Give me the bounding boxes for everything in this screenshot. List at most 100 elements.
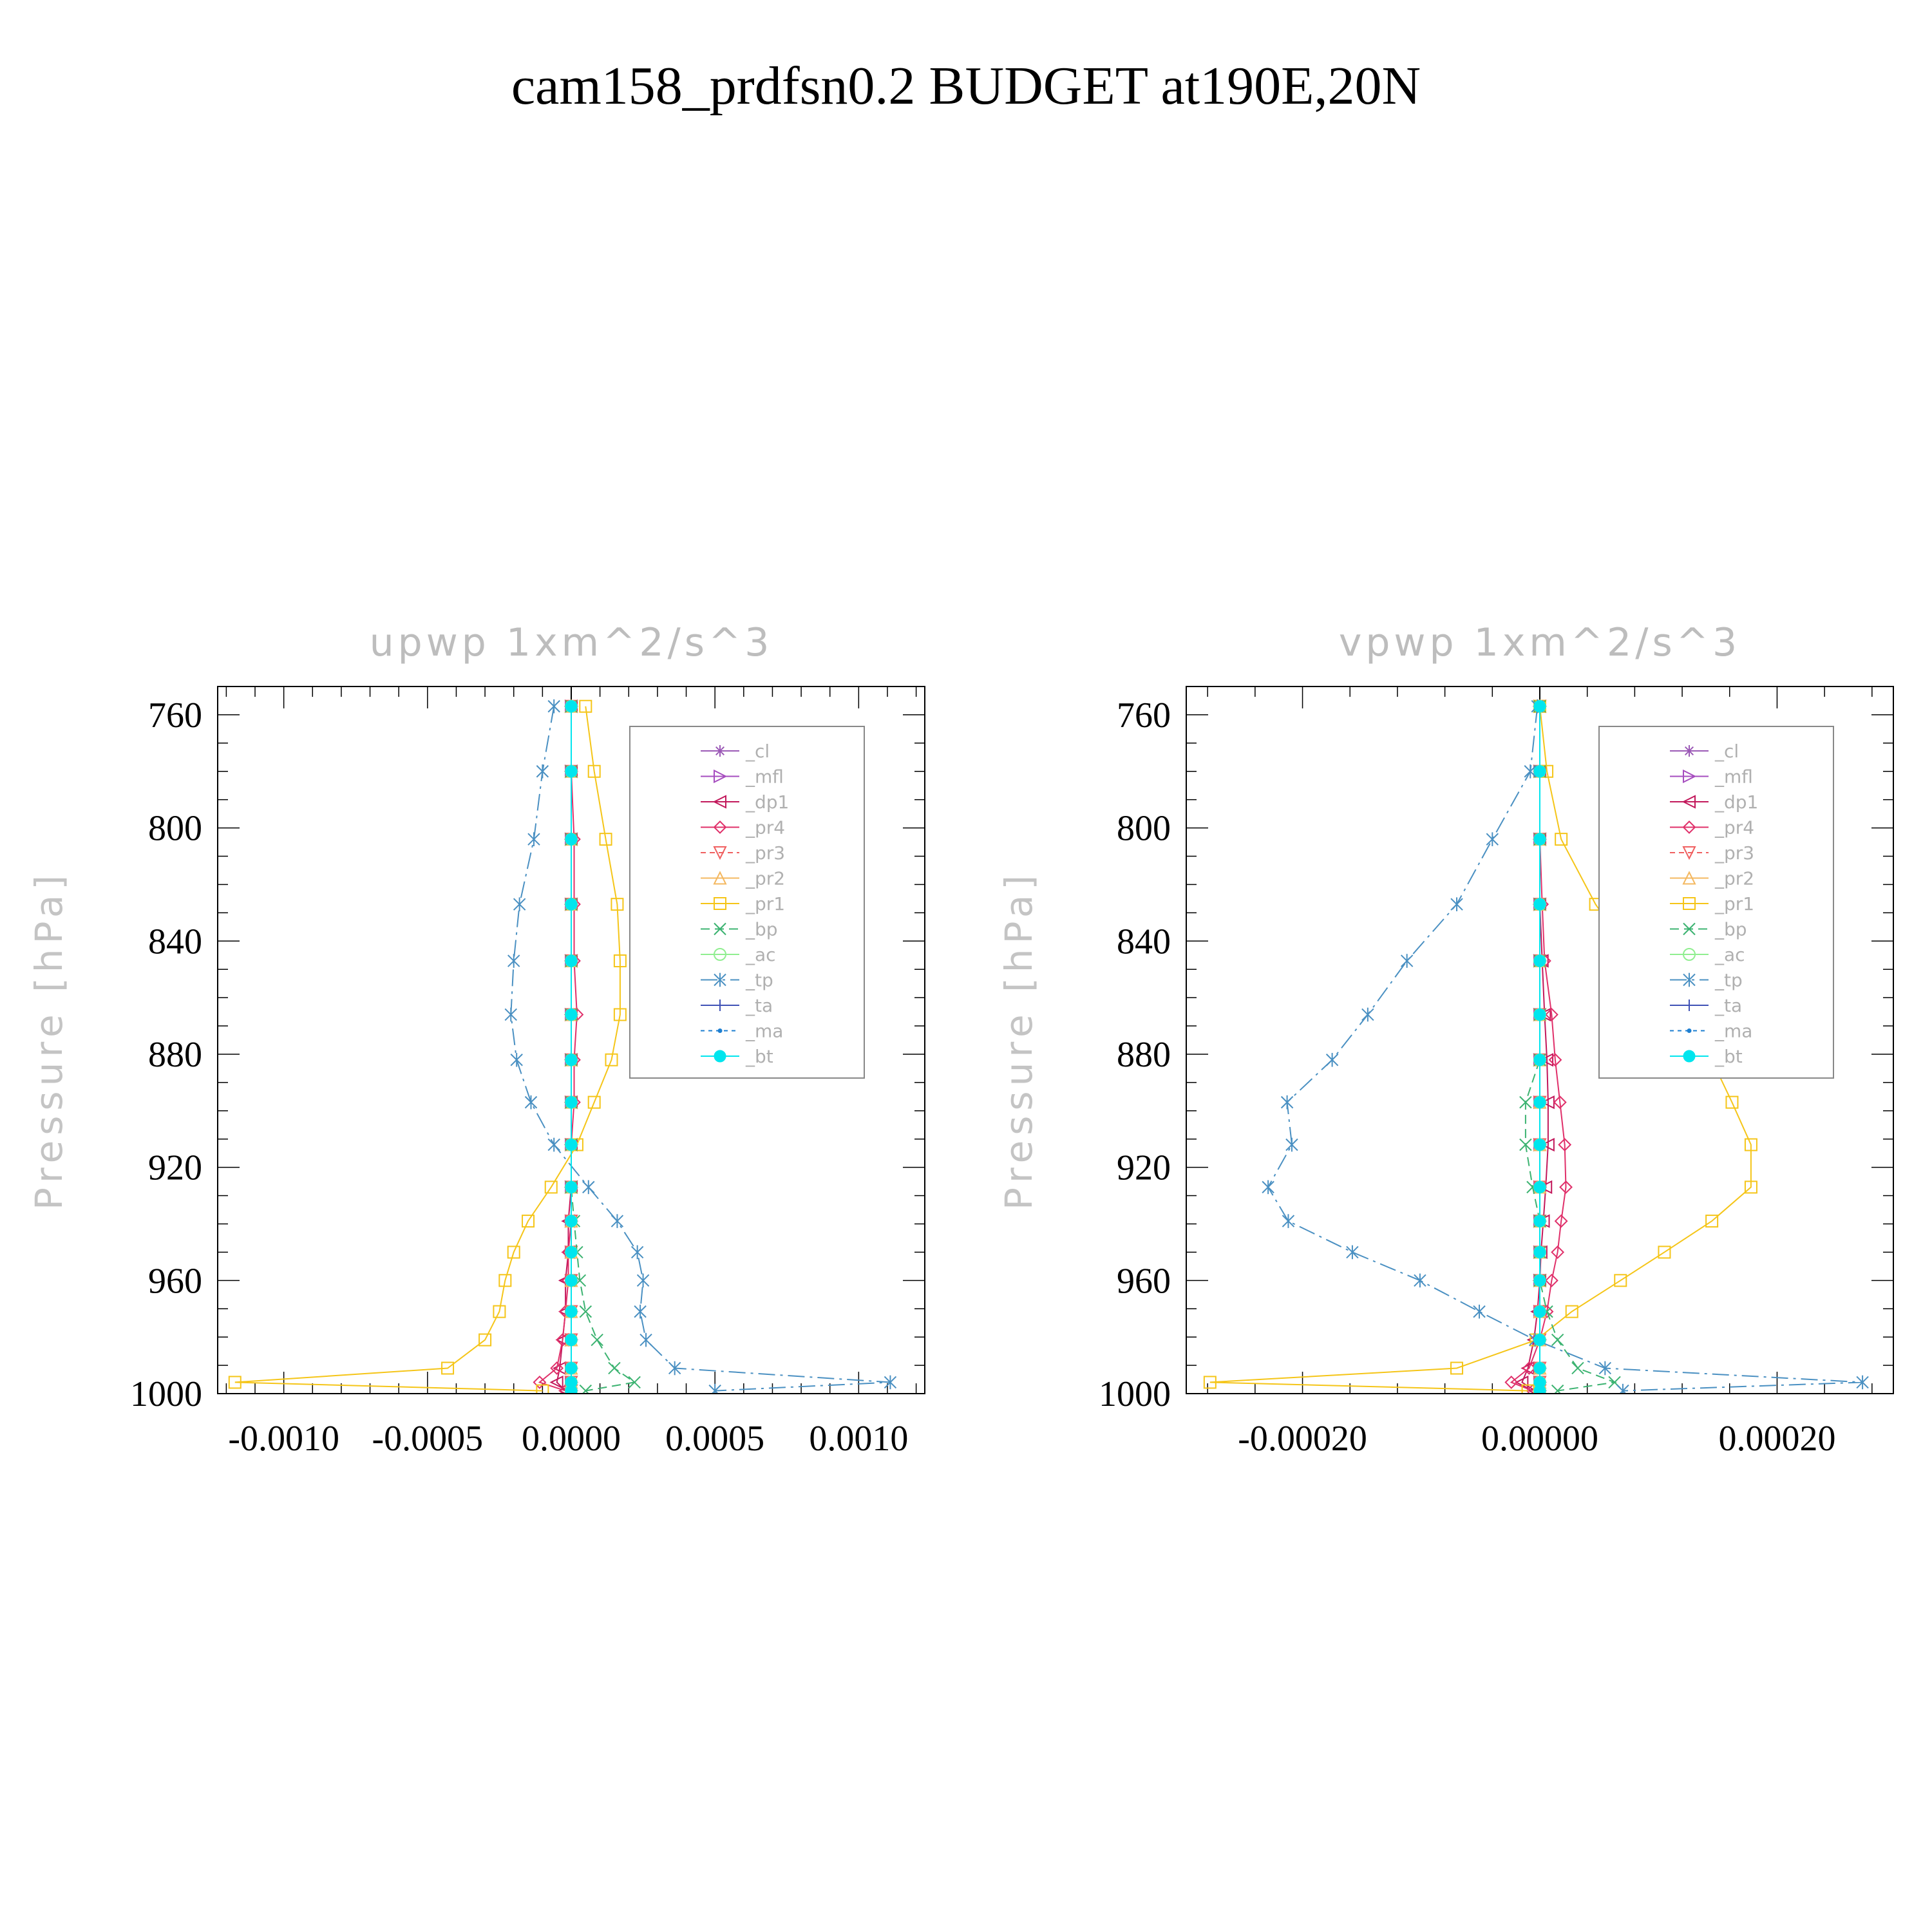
y-tick-label: 1000 [130, 1374, 202, 1414]
series-point [550, 1361, 564, 1375]
legend-marker [714, 972, 726, 987]
legend-marker [714, 922, 726, 936]
legend-item: _bt [1670, 1046, 1743, 1067]
series-point [1725, 1095, 1739, 1109]
y-tick-label: 960 [148, 1261, 202, 1301]
series-point [1533, 1334, 1546, 1347]
legend-marker [1687, 1028, 1692, 1033]
legend-item: _tp [1670, 970, 1743, 991]
series-bt [1533, 700, 1546, 1394]
y-tick-label: 840 [1117, 922, 1171, 961]
series-point [504, 1007, 517, 1022]
series-point [1551, 1245, 1565, 1259]
series-point [565, 1245, 578, 1258]
series-point [1533, 1245, 1546, 1258]
series-point [1473, 1304, 1486, 1319]
series-point [1533, 1215, 1546, 1227]
series-point [565, 1305, 578, 1318]
legend-marker [1683, 769, 1697, 784]
legend-box [1598, 726, 1834, 1079]
legend-item: _tp [701, 970, 773, 991]
series-point [1524, 764, 1537, 779]
chart-title: upwp 1xm^2/s^3 [370, 620, 773, 665]
series-point [1545, 1273, 1558, 1287]
series-bt [565, 700, 578, 1394]
series-point [1262, 1180, 1274, 1195]
series-point [565, 1096, 578, 1109]
y-tick-label: 1000 [1099, 1374, 1171, 1414]
legend-item: _bp [701, 919, 778, 940]
plot-area [1203, 687, 1869, 1394]
series-point [634, 1304, 647, 1319]
legend-label: _mfl [1714, 766, 1753, 788]
series-point [1519, 1095, 1532, 1109]
series-point [1533, 954, 1546, 967]
legend-label: _bt [1714, 1046, 1743, 1067]
series-point [630, 1245, 644, 1260]
legend-item: _mfl [701, 766, 784, 788]
legend-marker [714, 897, 726, 910]
legend-marker [712, 795, 726, 809]
x-tick-label: 0.0005 [665, 1419, 764, 1459]
legend: _cl _mfl _dp1 _pr4 _pr3 _pr2 _pr1 _bp _ac _tp _ta _… [1598, 726, 1834, 1079]
legend-box [629, 726, 865, 1079]
series-point [507, 954, 520, 968]
series-point [1571, 1361, 1584, 1375]
series-dp1 [1515, 699, 1555, 1394]
legend-marker [714, 769, 728, 784]
series-point [1540, 1137, 1555, 1152]
legend-item: _ac [1670, 944, 1745, 965]
series-point [1325, 1052, 1339, 1067]
series-point [565, 833, 578, 846]
series-point [1533, 1305, 1546, 1318]
legend-item: _pr4 [701, 817, 785, 838]
legend-marker [1681, 795, 1696, 809]
y-tick-label: 840 [148, 922, 202, 961]
series-point [605, 1053, 618, 1066]
series-point [608, 1361, 621, 1375]
legend-label: _dp1 [745, 791, 789, 813]
series-point [591, 1333, 603, 1347]
legend-label: _bt [745, 1046, 773, 1067]
series-point [611, 1214, 624, 1228]
series-point [565, 700, 578, 713]
legend-label: _pr3 [745, 842, 785, 864]
series-line [571, 706, 636, 1392]
legend-item: _bt [701, 1046, 773, 1067]
chart-title: vpwp 1xm^2/s^3 [1339, 620, 1741, 665]
series-point [1538, 1180, 1553, 1195]
legend-marker [1683, 897, 1696, 910]
series-line [556, 706, 572, 1392]
series-tp [1262, 699, 1869, 1394]
legend-item: _ta [701, 995, 773, 1016]
legend-item: _cl [701, 741, 770, 762]
legend: _cl _mfl _dp1 _pr4 _pr3 _pr2 _pr1 _bp _ac _tp _ta _… [629, 726, 865, 1079]
series-point [565, 1385, 578, 1394]
legend-label: _pr2 [745, 868, 785, 889]
legend-marker [714, 948, 726, 961]
legend-marker [714, 745, 726, 757]
legend-item: _pr4 [1670, 817, 1754, 838]
x-tick-label: -0.0005 [372, 1419, 484, 1459]
series-point [1533, 700, 1546, 713]
y-axis-label: Pressure [hPa] [997, 870, 1041, 1210]
series-point [565, 765, 578, 778]
legend-item: _ma [1670, 1021, 1752, 1042]
series-point [628, 1376, 641, 1389]
series-point [524, 1095, 538, 1110]
series-point [565, 1215, 578, 1227]
series-point [565, 1180, 578, 1193]
series-point [579, 699, 592, 713]
legend-item: _pr1 [701, 893, 785, 914]
legend-marker [1682, 846, 1696, 860]
y-tick-label: 920 [148, 1148, 202, 1188]
series-point [533, 1376, 547, 1389]
series-point [1450, 897, 1463, 911]
series-point [1553, 1095, 1567, 1110]
legend-marker [1682, 820, 1696, 834]
series-point [668, 1361, 681, 1376]
x-tick-label: -0.0010 [228, 1419, 339, 1459]
series-bp [565, 700, 641, 1394]
series-point [1486, 832, 1499, 846]
legend-label: _ma [745, 1021, 783, 1042]
